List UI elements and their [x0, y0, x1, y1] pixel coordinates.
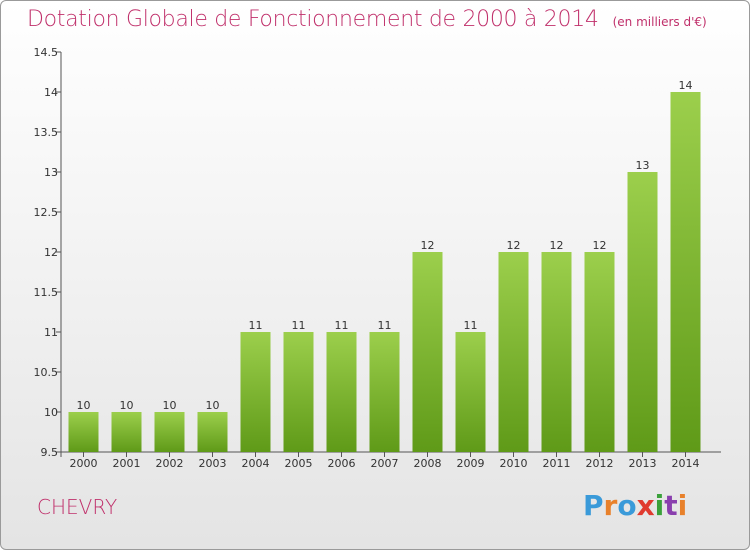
- brand-letter: x: [636, 489, 655, 522]
- x-tick-label: 2006: [328, 457, 356, 470]
- x-tick-label: 2007: [371, 457, 399, 470]
- bar-2003: [197, 412, 228, 452]
- brand-letter: r: [603, 489, 618, 522]
- value-label: 13: [636, 159, 650, 172]
- chart-subtitle: (en milliers d'€): [612, 15, 707, 29]
- value-label: 10: [163, 399, 177, 412]
- value-label: 10: [77, 399, 91, 412]
- value-label: 12: [421, 239, 435, 252]
- value-label: 14: [679, 79, 693, 92]
- brand-letter: P: [583, 489, 604, 522]
- bar-2014: [670, 92, 701, 452]
- bar-2009: [455, 332, 486, 452]
- y-tick-label: 14: [44, 86, 58, 99]
- bar-2002: [154, 412, 185, 452]
- bar-2000: [68, 412, 99, 452]
- town-name: CHEVRY: [37, 495, 118, 519]
- labels: 9.5 10 10.5 11 11.5 12 12.5 13 13.5 14 14.5 10 2000 1…: [34, 46, 700, 470]
- x-tick-label: 2008: [414, 457, 442, 470]
- bars: [68, 92, 701, 452]
- value-label: 11: [378, 319, 392, 332]
- value-label: 12: [593, 239, 607, 252]
- value-label: 11: [292, 319, 306, 332]
- x-tick-label: 2010: [500, 457, 528, 470]
- bar-2006: [326, 332, 357, 452]
- bar-2005: [283, 332, 314, 452]
- x-tick-label: 2013: [629, 457, 657, 470]
- proxiti-logo[interactable]: Proxiti: [583, 489, 687, 522]
- y-tick-label: 10.5: [34, 366, 59, 379]
- x-tick-label: 2003: [199, 457, 227, 470]
- brand-letter: i: [677, 489, 688, 522]
- x-tick-label: 2011: [543, 457, 571, 470]
- value-label: 11: [249, 319, 263, 332]
- value-label: 10: [206, 399, 220, 412]
- x-tick-label: 2014: [672, 457, 700, 470]
- value-label: 10: [120, 399, 134, 412]
- bar-2007: [369, 332, 400, 452]
- brand-letter: t: [664, 489, 678, 522]
- y-tick-label: 11: [44, 326, 58, 339]
- bar-2010: [498, 252, 529, 452]
- y-tick-label: 13: [44, 166, 58, 179]
- y-tick-label: 12: [44, 246, 58, 259]
- x-tick-label: 2000: [70, 457, 98, 470]
- x-tick-label: 2012: [586, 457, 614, 470]
- title-row: Dotation Globale de Fonctionnement de 20…: [27, 7, 707, 32]
- y-tick-label: 14.5: [34, 46, 59, 59]
- y-tick-label: 9.5: [41, 446, 59, 459]
- bar-2004: [240, 332, 271, 452]
- bar-2012: [584, 252, 615, 452]
- x-tick-label: 2009: [457, 457, 485, 470]
- bar-2008: [412, 252, 443, 452]
- value-label: 11: [335, 319, 349, 332]
- x-tick-label: 2002: [156, 457, 184, 470]
- brand-letter: o: [617, 489, 637, 522]
- x-tick-label: 2001: [113, 457, 141, 470]
- bar-2013: [627, 172, 658, 452]
- value-label: 11: [464, 319, 478, 332]
- value-label: 12: [550, 239, 564, 252]
- value-label: 12: [507, 239, 521, 252]
- x-tick-label: 2005: [285, 457, 313, 470]
- chart-title: Dotation Globale de Fonctionnement de 20…: [27, 7, 599, 32]
- y-tick-label: 11.5: [34, 286, 59, 299]
- y-tick-label: 13.5: [34, 126, 59, 139]
- y-tick-label: 12.5: [34, 206, 59, 219]
- x-tick-label: 2004: [242, 457, 270, 470]
- y-tick-label: 10: [44, 406, 58, 419]
- bar-2001: [111, 412, 142, 452]
- brand-letter: i: [654, 489, 665, 522]
- bar-2011: [541, 252, 572, 452]
